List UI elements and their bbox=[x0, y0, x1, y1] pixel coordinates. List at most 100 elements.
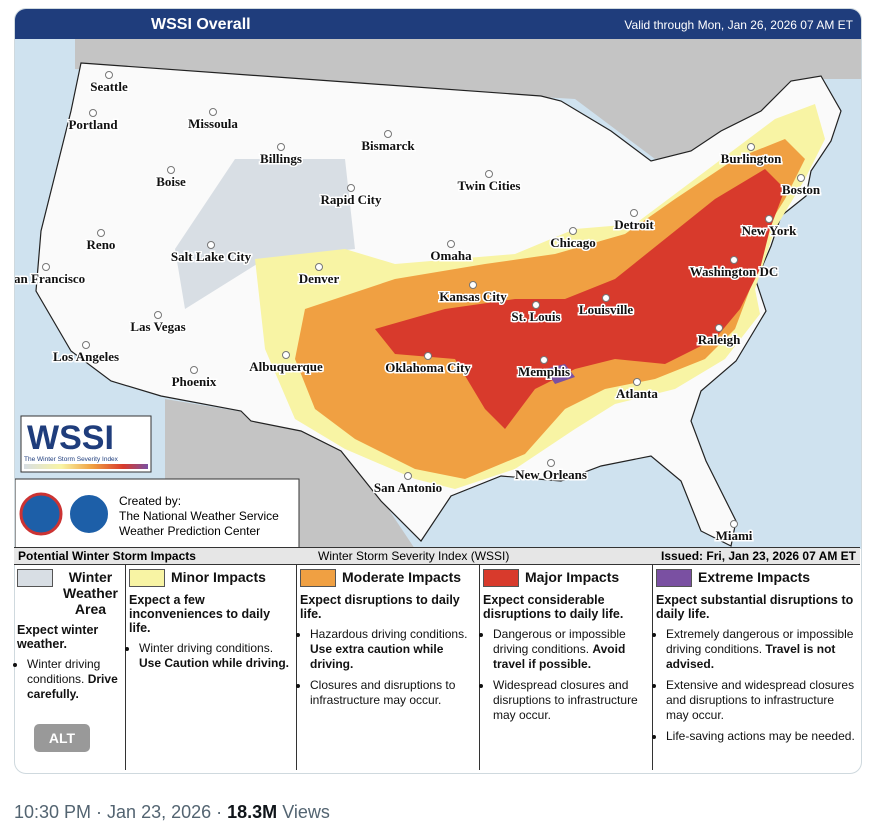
legend-title-text: Minor Impacts bbox=[171, 569, 266, 585]
legend-bullet: Life-saving actions may be needed. bbox=[666, 729, 857, 744]
city-dot bbox=[765, 215, 773, 223]
bullet-text: Widespread closures and disruptions to i… bbox=[493, 678, 638, 722]
bullet-strong: Use Caution while driving. bbox=[139, 656, 290, 670]
city-dot bbox=[404, 472, 412, 480]
legend-swatch bbox=[17, 569, 53, 587]
bullet-strong: Avoid travel if possible. bbox=[493, 642, 626, 671]
city-labels: Seattle Portland Missoula Billings Bismarck B… bbox=[15, 71, 822, 545]
legend-swatch bbox=[129, 569, 165, 587]
legend-title: Minor Impacts bbox=[129, 569, 293, 587]
city-dot bbox=[633, 378, 641, 386]
legend-lead: Expect a few inconveniences to daily lif… bbox=[129, 593, 271, 635]
city-label: Raleigh bbox=[698, 332, 741, 347]
city-dot bbox=[315, 263, 323, 271]
city-dot bbox=[532, 301, 540, 309]
legend-bullets: Dangerous or impossible driving conditio… bbox=[483, 627, 649, 723]
legend-column: Winter Weather Area Expect winter weather… bbox=[14, 565, 126, 770]
legend-column: Moderate Impacts Expect disruptions to da… bbox=[297, 565, 480, 770]
city-label: Memphis bbox=[518, 364, 570, 379]
city-label: Denver bbox=[299, 271, 340, 286]
legend-title-text: Winter Weather Area bbox=[63, 569, 118, 617]
city-label: Miami bbox=[716, 528, 753, 543]
bullet-text: Winter driving conditions. bbox=[139, 641, 274, 655]
map: WSSI Overall Valid through Mon, Jan 26, … bbox=[15, 9, 861, 549]
legend-bullet: Extensive and widespread closures and di… bbox=[666, 678, 857, 723]
legend-lead: Expect substantial disruptions to daily … bbox=[656, 593, 854, 621]
bullet-text: Dangerous or impossible driving conditio… bbox=[493, 627, 626, 656]
city-dot bbox=[715, 324, 723, 332]
city-label: Phoenix bbox=[172, 374, 217, 389]
city-label: San Antonio bbox=[374, 480, 442, 495]
canada bbox=[75, 39, 861, 159]
city-label: Albuquerque bbox=[249, 359, 323, 374]
legend-title: Extreme Impacts bbox=[656, 569, 857, 587]
bullet-text: Life-saving actions may be needed. bbox=[666, 729, 855, 743]
logo-subtitle: The Winter Storm Severity Index bbox=[24, 456, 119, 463]
city-label: St. Louis bbox=[511, 309, 560, 324]
city-label: Chicago bbox=[550, 235, 596, 250]
winter-area bbox=[175, 159, 355, 309]
timestamp: 10:30 PM · Jan 23, 2026 · bbox=[14, 802, 223, 822]
legend-bar-left: Potential Winter Storm Impacts bbox=[18, 549, 196, 563]
city-label: Boise bbox=[156, 174, 186, 189]
bullet-text: Closures and disruptions to infrastructu… bbox=[310, 678, 456, 707]
city-label: Kansas City bbox=[439, 289, 507, 304]
legend-bullet: Widespread closures and disruptions to i… bbox=[493, 678, 649, 723]
legend-column: Major Impacts Expect considerable disrupt… bbox=[480, 565, 653, 770]
city-label: Twin Cities bbox=[458, 178, 521, 193]
city-dot bbox=[105, 71, 113, 79]
logo-box bbox=[20, 415, 152, 473]
city-dot bbox=[485, 170, 493, 178]
legend-column: Minor Impacts Expect a few inconveniences… bbox=[126, 565, 297, 770]
legend-bullet: Hazardous driving conditions. Use extra … bbox=[310, 627, 476, 672]
city-dot bbox=[167, 166, 175, 174]
city-dot bbox=[797, 174, 805, 182]
credit-line: Weather Prediction Center bbox=[119, 524, 260, 538]
city-dot bbox=[424, 352, 432, 360]
map-title: WSSI Overall bbox=[151, 16, 251, 33]
legend-swatch bbox=[656, 569, 692, 587]
legend-title: Winter Weather Area bbox=[17, 569, 122, 617]
legend-lead: Expect considerable disruptions to daily… bbox=[483, 593, 624, 621]
legend-bullet: Winter driving conditions. Use Caution w… bbox=[139, 641, 293, 671]
bullet-strong: Drive carefully. bbox=[27, 672, 118, 701]
city-dot bbox=[730, 256, 738, 264]
city-label: Seattle bbox=[90, 79, 128, 94]
legend-title: Moderate Impacts bbox=[300, 569, 476, 587]
city-label: Billings bbox=[260, 151, 302, 166]
city-label: Portland bbox=[68, 117, 118, 132]
city-dot bbox=[154, 311, 162, 319]
legend: Winter Weather Area Expect winter weather… bbox=[14, 565, 860, 770]
header-bar bbox=[15, 9, 861, 39]
bullet-strong: Travel is not advised. bbox=[666, 642, 836, 671]
city-dot bbox=[747, 143, 755, 151]
city-dot bbox=[277, 143, 285, 151]
views-label: Views bbox=[282, 802, 330, 822]
legend-title-text: Major Impacts bbox=[525, 569, 620, 585]
city-label: New Orleans bbox=[515, 467, 587, 482]
legend-bullet: Winter driving conditions. Drive careful… bbox=[27, 657, 122, 702]
legend-bullets: Extremely dangerous or impossible drivin… bbox=[656, 627, 857, 744]
city-label: Los Angeles bbox=[53, 349, 119, 364]
legend-title-text: Extreme Impacts bbox=[698, 569, 811, 585]
city-dot bbox=[547, 459, 555, 467]
city-dot bbox=[447, 240, 455, 248]
legend-swatch bbox=[300, 569, 336, 587]
city-dot bbox=[282, 351, 290, 359]
city-label: Boston bbox=[782, 182, 821, 197]
legend-bar-center: Winter Storm Severity Index (WSSI) bbox=[318, 549, 510, 563]
city-label: Detroit bbox=[614, 217, 654, 232]
legend-title-text: Moderate Impacts bbox=[342, 569, 462, 585]
logo-scale bbox=[24, 464, 148, 469]
city-dot bbox=[469, 281, 477, 289]
city-dot bbox=[42, 263, 50, 271]
tweet-image: WSSI Overall Valid through Mon, Jan 26, … bbox=[14, 8, 862, 774]
bullet-text: Hazardous driving conditions. bbox=[310, 627, 468, 641]
city-label: Washington DC bbox=[690, 264, 779, 279]
credit-line: The National Weather Service bbox=[119, 509, 279, 523]
major-impacts bbox=[375, 169, 785, 429]
city-label: Omaha bbox=[430, 248, 472, 263]
alt-badge[interactable]: ALT bbox=[34, 724, 90, 752]
city-dot bbox=[630, 209, 638, 217]
